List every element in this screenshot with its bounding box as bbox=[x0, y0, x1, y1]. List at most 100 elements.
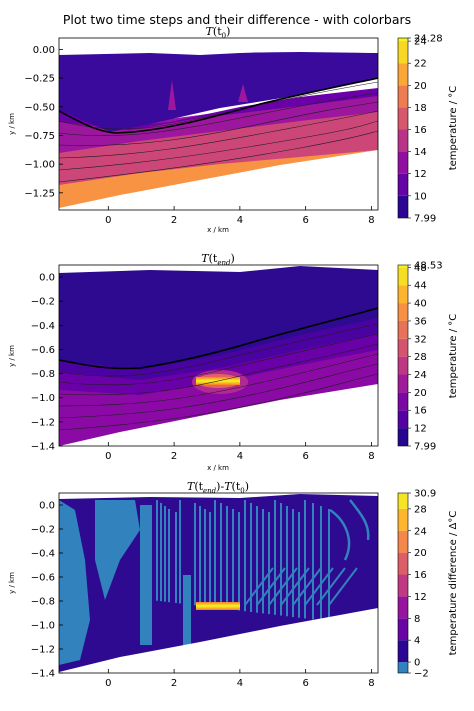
colorbar-tick-label: 20 bbox=[414, 548, 427, 559]
stripe bbox=[304, 500, 306, 619]
colorbar-segment bbox=[398, 662, 408, 673]
x-tick-label: 0 bbox=[105, 215, 111, 226]
colorbar-segment bbox=[398, 530, 408, 553]
y-tick-label: −0.25 bbox=[24, 74, 55, 85]
stripe bbox=[160, 503, 162, 602]
colorbar-diff: −20 4 8 12 16 20 24 28 30.9 bbox=[397, 489, 436, 680]
stripe bbox=[320, 506, 322, 621]
band-cool bbox=[59, 88, 378, 130]
isoline-thick-tend bbox=[59, 307, 378, 370]
y-tick-label: −0.2 bbox=[31, 525, 55, 536]
panel-title-tend: T(tend) bbox=[201, 252, 235, 267]
colorbar-segment bbox=[398, 640, 408, 663]
stripe bbox=[286, 506, 288, 617]
y-tick-label: −1.0 bbox=[31, 621, 55, 632]
colorbar-frame bbox=[397, 37, 409, 219]
colorbar-segment bbox=[398, 85, 408, 108]
axes-frame-t0 bbox=[58, 37, 379, 211]
colorbar-tick-label: 20 bbox=[414, 81, 427, 92]
x-tick-label: 2 bbox=[171, 451, 177, 462]
colorbar-tick-label: 12 bbox=[414, 424, 427, 435]
colorbar-tick-label: 44 bbox=[414, 281, 427, 292]
colorbar-segment bbox=[398, 493, 408, 509]
x-tick-label: 6 bbox=[302, 215, 308, 226]
colorbar-segment bbox=[398, 265, 408, 268]
colorbar-segment bbox=[398, 107, 408, 130]
colorbar-frame bbox=[397, 492, 409, 674]
colorbar-segment bbox=[398, 303, 408, 321]
x-tick-label: 6 bbox=[302, 678, 308, 689]
isolines-t0 bbox=[59, 81, 378, 183]
colorbar-tick-label: 48 bbox=[414, 263, 427, 274]
colorbar-segment bbox=[398, 129, 408, 152]
colorbar-tick-label: 24.28 bbox=[414, 34, 443, 45]
colorbar-segment bbox=[398, 356, 408, 375]
diagonal-stripe bbox=[316, 567, 346, 606]
x-axis-label-tend: x / km bbox=[207, 464, 229, 472]
spike-right bbox=[238, 84, 248, 102]
diagonal-stripe bbox=[292, 567, 322, 606]
stripe bbox=[156, 500, 158, 601]
band-cold bbox=[59, 52, 378, 132]
y-tick-label: −0.6 bbox=[31, 345, 55, 356]
colorbar-segment bbox=[398, 574, 408, 597]
band-mid bbox=[59, 92, 378, 153]
y-tick-label: −0.4 bbox=[31, 549, 55, 560]
y-tick-label: −1.25 bbox=[24, 188, 55, 199]
x-tick-label: 4 bbox=[237, 215, 243, 226]
colorbar-segment bbox=[398, 618, 408, 641]
stripe bbox=[280, 503, 282, 616]
panel-title-diff: T(tend)-T(t0) bbox=[187, 480, 249, 495]
colorbar-tick-label: 24 bbox=[414, 370, 427, 381]
panel-title-t0: T(t0) bbox=[206, 25, 231, 40]
colorbar-tick-label: 16 bbox=[414, 406, 427, 417]
colorbar-tick-label: 36 bbox=[414, 316, 427, 327]
x-tick-label: 2 bbox=[171, 678, 177, 689]
y-ticks-t0: 0.00 −0.25 −0.50 −0.75 −1.00 −1.25 bbox=[24, 45, 63, 199]
colorbar-segment bbox=[398, 338, 408, 357]
x-tick-label: 0 bbox=[105, 678, 111, 689]
y-tick-label: 0.0 bbox=[39, 273, 55, 284]
colorbar-segment bbox=[398, 38, 408, 42]
y-tick-label: −0.4 bbox=[31, 321, 55, 332]
colorbar-segment bbox=[398, 285, 408, 304]
y-ticks-diff: 0.0 −0.2 −0.4 −0.6 −0.8 −1.0 −1.2 −1.4 bbox=[31, 501, 63, 680]
stripe bbox=[214, 500, 216, 608]
y-tick-label: −0.8 bbox=[31, 597, 55, 608]
stripe bbox=[209, 512, 211, 608]
x-tick-label: 4 bbox=[237, 678, 243, 689]
colorbar-tick-label: 7.99 bbox=[414, 442, 436, 453]
y-axis-label-t0: y / km bbox=[8, 113, 16, 135]
colorbar-tick-label: 4 bbox=[414, 636, 420, 647]
colorbar-segment bbox=[398, 173, 408, 196]
stripe bbox=[168, 509, 170, 603]
x-tick-label: 6 bbox=[302, 451, 308, 462]
y-tick-label: −0.2 bbox=[31, 297, 55, 308]
stripe bbox=[298, 512, 300, 618]
colorbar-tick-label: 32 bbox=[414, 334, 427, 345]
colorbar-tick-label: 20 bbox=[414, 388, 427, 399]
stripe bbox=[199, 506, 201, 606]
y-tick-label: −1.00 bbox=[24, 160, 55, 171]
stripe bbox=[268, 512, 270, 615]
colorbar-tick-label: 0 bbox=[414, 658, 420, 669]
isoline-thick-t0 bbox=[59, 77, 378, 134]
colorbar-tick-label: 12 bbox=[414, 592, 427, 603]
colorbar-label-t0: temperature / °C bbox=[448, 86, 459, 171]
x-ticks-diff: 0 2 4 6 8 bbox=[105, 669, 375, 689]
y-tick-label: −1.2 bbox=[31, 645, 55, 656]
colorbar-segment bbox=[398, 151, 408, 174]
y-tick-label: 0.00 bbox=[33, 45, 55, 56]
stripe bbox=[204, 509, 206, 607]
diagonal-stripe bbox=[244, 567, 274, 606]
x-tick-label: 2 bbox=[171, 215, 177, 226]
colorbar-tick-label: 7.99 bbox=[414, 214, 436, 225]
colorbar-tick-label: 18 bbox=[414, 103, 427, 114]
colorbar-segment bbox=[398, 596, 408, 619]
colorbar-tick-label: 28 bbox=[414, 352, 427, 363]
colorbar-segment bbox=[398, 374, 408, 393]
colorbar-tick-label: 8 bbox=[414, 614, 420, 625]
